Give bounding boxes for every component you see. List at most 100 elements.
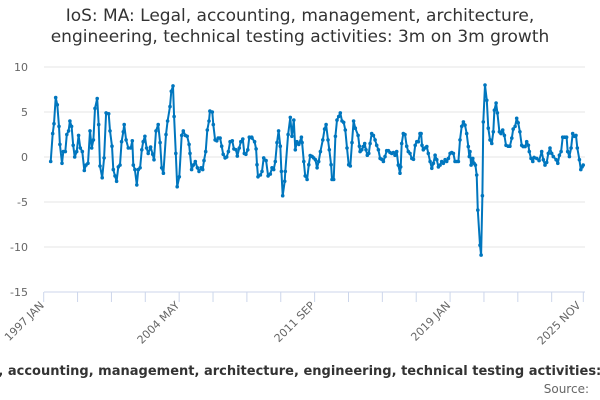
data-point bbox=[152, 157, 156, 162]
data-point bbox=[438, 163, 442, 167]
data-point bbox=[486, 126, 491, 130]
data-point bbox=[305, 177, 309, 182]
data-point bbox=[197, 169, 201, 174]
data-point bbox=[258, 173, 263, 177]
data-point bbox=[169, 89, 174, 94]
data-point bbox=[122, 122, 126, 127]
data-point bbox=[416, 139, 421, 144]
data-point bbox=[230, 139, 235, 143]
data-point bbox=[398, 165, 403, 169]
data-point bbox=[381, 159, 386, 164]
data-point bbox=[273, 159, 278, 164]
data-point bbox=[411, 157, 416, 162]
data-point bbox=[168, 104, 172, 109]
data-point bbox=[244, 152, 248, 157]
data-point bbox=[464, 131, 469, 136]
data-point bbox=[565, 149, 570, 154]
data-point bbox=[292, 118, 296, 122]
data-point bbox=[425, 144, 429, 149]
data-point bbox=[327, 148, 332, 152]
data-point bbox=[261, 156, 266, 160]
data-point bbox=[531, 159, 535, 164]
data-point bbox=[158, 140, 162, 145]
data-point bbox=[172, 114, 176, 119]
data-point bbox=[295, 139, 299, 144]
data-point bbox=[271, 167, 276, 172]
data-point bbox=[58, 142, 62, 147]
data-point bbox=[215, 139, 219, 143]
data-point bbox=[159, 166, 164, 170]
data-point bbox=[275, 140, 279, 145]
data-point bbox=[333, 134, 338, 139]
data-point bbox=[154, 129, 158, 133]
data-point bbox=[174, 151, 178, 156]
data-point bbox=[451, 151, 456, 156]
data-point bbox=[360, 148, 364, 152]
data-point bbox=[490, 141, 494, 146]
data-point bbox=[164, 132, 168, 137]
data-point bbox=[88, 129, 92, 133]
data-point bbox=[200, 167, 205, 172]
data-point bbox=[260, 169, 264, 174]
data-point bbox=[52, 121, 56, 126]
data-point bbox=[113, 174, 117, 178]
data-point bbox=[463, 123, 467, 127]
data-point bbox=[187, 142, 191, 147]
data-point bbox=[290, 134, 294, 139]
data-point bbox=[66, 129, 71, 133]
data-point bbox=[458, 138, 462, 142]
data-point bbox=[57, 124, 61, 129]
data-point bbox=[161, 171, 166, 175]
data-point bbox=[499, 131, 503, 136]
data-point bbox=[527, 149, 532, 154]
data-point bbox=[526, 143, 531, 148]
data-point bbox=[252, 139, 257, 144]
data-point bbox=[353, 126, 358, 130]
data-point bbox=[226, 149, 231, 154]
data-point bbox=[495, 111, 500, 115]
y-tick-label: 5 bbox=[21, 106, 28, 119]
data-point bbox=[96, 122, 101, 127]
data-point bbox=[279, 169, 284, 174]
data-point bbox=[93, 106, 97, 111]
data-point bbox=[351, 119, 356, 123]
data-point bbox=[383, 154, 387, 159]
data-point bbox=[554, 157, 558, 162]
data-point bbox=[341, 120, 346, 125]
data-point bbox=[111, 167, 116, 172]
data-point bbox=[131, 163, 136, 167]
chart-title-line-1: IoS: MA: Legal, accounting, management, … bbox=[65, 6, 535, 26]
data-point bbox=[564, 135, 569, 139]
data-point bbox=[316, 159, 321, 164]
data-point bbox=[133, 167, 137, 172]
data-point bbox=[146, 151, 150, 156]
data-point bbox=[413, 143, 418, 148]
data-point bbox=[518, 130, 522, 134]
data-point bbox=[523, 144, 527, 149]
data-point bbox=[322, 127, 327, 131]
data-point bbox=[367, 151, 371, 156]
data-point bbox=[444, 159, 449, 164]
data-point bbox=[548, 146, 552, 150]
data-point bbox=[492, 108, 497, 112]
data-point bbox=[193, 159, 198, 164]
data-point bbox=[368, 141, 372, 146]
data-point bbox=[195, 166, 200, 170]
data-point bbox=[254, 147, 258, 151]
data-point bbox=[89, 146, 94, 150]
data-point bbox=[264, 158, 268, 163]
data-point bbox=[156, 122, 160, 127]
data-point bbox=[55, 103, 60, 107]
data-point bbox=[143, 134, 147, 139]
data-point bbox=[106, 112, 111, 116]
data-point bbox=[313, 157, 318, 162]
data-point bbox=[219, 144, 224, 148]
data-point bbox=[500, 128, 505, 132]
data-point bbox=[502, 133, 507, 138]
data-point bbox=[466, 144, 471, 149]
data-point bbox=[373, 138, 377, 142]
data-point bbox=[293, 148, 298, 152]
data-point bbox=[479, 253, 483, 257]
